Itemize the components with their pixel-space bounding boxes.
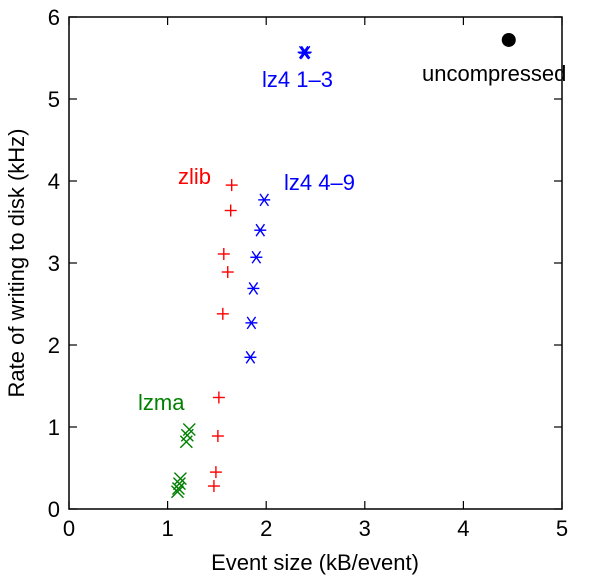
data-point-plus — [224, 204, 237, 217]
data-point-star — [250, 250, 263, 264]
data-points — [170, 32, 516, 499]
y-tick-label: 4 — [48, 169, 60, 194]
data-point-x — [171, 482, 185, 495]
y-tick-label: 1 — [48, 415, 60, 440]
y-axis-ticks: 0 1 2 3 4 5 6 — [48, 5, 562, 522]
data-point-star — [254, 223, 267, 237]
data-point-plus — [207, 480, 220, 493]
annotation-label: lz4 1–3 — [262, 67, 333, 92]
x-tick-label: 3 — [359, 516, 371, 541]
data-point-star — [299, 45, 312, 59]
data-point-star — [258, 193, 271, 207]
data-point-plus — [209, 466, 222, 479]
data-point-x — [172, 477, 186, 491]
x-tick-label: 4 — [457, 516, 469, 541]
series-annotations: uncompressed lz4 1–3 lz4 4–9 zlib lzma — [138, 61, 566, 415]
x-tick-label: 2 — [260, 516, 272, 541]
data-point-plus — [217, 247, 230, 260]
x-tick-label: 0 — [63, 516, 75, 541]
y-tick-label: 2 — [48, 333, 60, 358]
data-point-star — [245, 316, 258, 330]
y-tick-label: 6 — [48, 5, 60, 30]
annotation-label: uncompressed — [422, 61, 566, 86]
y-tick-label: 3 — [48, 251, 60, 276]
data-point-dot — [501, 32, 516, 47]
annotation-label: zlib — [178, 164, 211, 189]
data-point-x — [179, 435, 193, 449]
y-tick-label: 0 — [48, 497, 60, 522]
data-point-plus — [225, 179, 238, 192]
x-tick-label: 5 — [556, 516, 568, 541]
data-point-plus — [216, 307, 229, 320]
data-point-plus — [211, 430, 224, 443]
x-axis-title: Event size (kB/event) — [211, 550, 419, 575]
data-point-star — [244, 350, 257, 364]
data-point-plus — [212, 391, 225, 404]
x-tick-label: 1 — [161, 516, 173, 541]
data-point-star — [247, 282, 260, 295]
annotation-label: lz4 4–9 — [284, 170, 355, 195]
x-axis-ticks: 0 1 2 3 4 5 — [63, 17, 568, 541]
y-axis-title: Rate of writing to disk (kHz) — [4, 129, 29, 398]
data-point-plus — [221, 266, 234, 279]
data-point-x — [170, 485, 184, 499]
annotation-label: lzma — [138, 390, 185, 415]
y-tick-label: 5 — [48, 87, 60, 112]
